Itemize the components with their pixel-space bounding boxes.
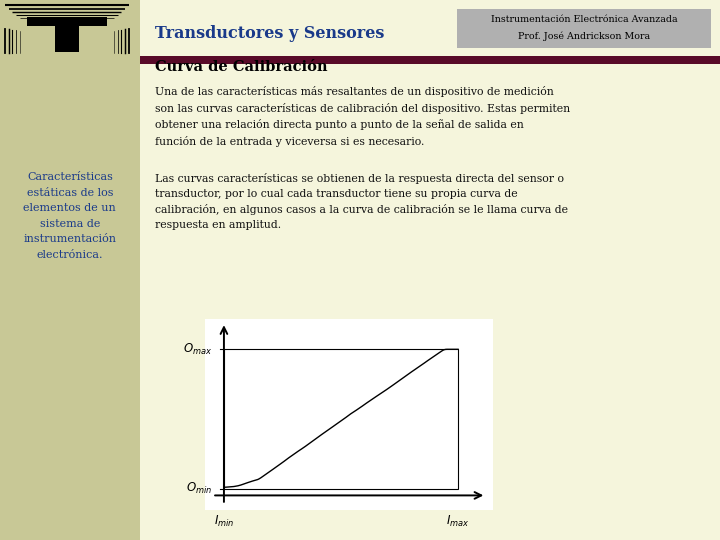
Text: Una de las características más resaltantes de un dispositivo de medición
son las: Una de las características más resaltant… xyxy=(155,86,570,146)
Bar xyxy=(27,17,107,26)
Bar xyxy=(140,0,720,65)
Bar xyxy=(140,56,720,64)
Text: $O_{min}$: $O_{min}$ xyxy=(186,481,212,496)
Bar xyxy=(224,349,458,489)
Text: Curva de Calibración: Curva de Calibración xyxy=(155,60,328,75)
Text: $I_{max}$: $I_{max}$ xyxy=(446,514,470,529)
Text: Las curvas características se obtienen de la respuesta directa del sensor o
tran: Las curvas características se obtienen d… xyxy=(155,173,568,230)
Bar xyxy=(0,0,140,540)
Bar xyxy=(55,25,79,52)
Text: Transductores y Sensores: Transductores y Sensores xyxy=(155,25,384,42)
Text: Prof. José Andrickson Mora: Prof. José Andrickson Mora xyxy=(518,32,650,42)
Text: Características
estáticas de los
elementos de un
sistema de
instrumentación
elec: Características estáticas de los element… xyxy=(23,172,117,260)
Bar xyxy=(5,3,129,55)
Text: Instrumentación Electrónica Avanzada: Instrumentación Electrónica Avanzada xyxy=(490,15,678,24)
Text: $I_{min}$: $I_{min}$ xyxy=(214,514,234,529)
Text: $O_{max}$: $O_{max}$ xyxy=(183,342,212,357)
Bar xyxy=(457,9,711,48)
